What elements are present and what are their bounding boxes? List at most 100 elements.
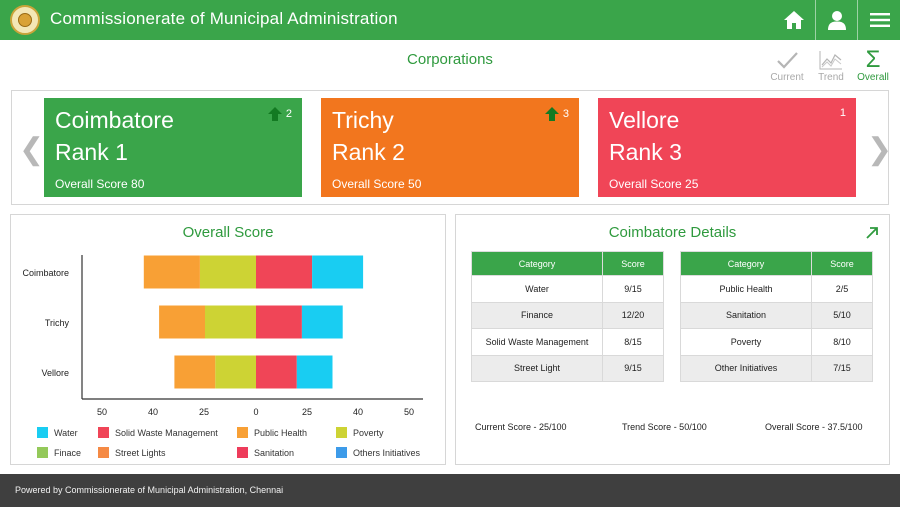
x-tick-label: 25 (302, 407, 312, 417)
overall-score-title: Overall Score (182, 224, 274, 241)
legend-label: Water (54, 427, 78, 438)
details-table-right: Category Score Public Health 2/5 Sanitati… (680, 251, 873, 382)
table-cell: Street Light (471, 354, 603, 382)
carousel-next-arrow-icon[interactable]: ❯ (867, 133, 893, 166)
legend-swatch (98, 427, 109, 438)
y-tick-label: Trichy (45, 318, 70, 328)
legend-item: Solid Waste Management (98, 427, 218, 438)
expand-arrow-icon[interactable] (865, 226, 879, 240)
x-tick-label: 0 (253, 407, 258, 417)
legend-swatch (98, 447, 109, 458)
legend-label: Finace (54, 447, 82, 458)
overall-score-text: Overall Score - 37.5/100 (765, 422, 863, 432)
legend-swatch (37, 427, 48, 438)
x-tick-label: 25 (199, 407, 209, 417)
bar-segment-water (312, 255, 364, 289)
bar-segment-poverty (199, 255, 256, 289)
hamburger-menu-icon (869, 13, 890, 27)
legend-swatch (237, 427, 248, 438)
bar-segment-water (296, 355, 333, 389)
table-cell: 8/10 (811, 328, 873, 356)
table-cell: Poverty (680, 328, 812, 356)
legend-item: Public Health (237, 427, 307, 438)
table-cell: 8/15 (602, 328, 664, 356)
bar-segment-solid-waste-management (256, 255, 313, 289)
table-row: Water 9/15 (471, 275, 664, 303)
legend-swatch (336, 447, 347, 458)
legend-item: Water (37, 427, 78, 438)
view-overall-button[interactable]: Σ Overall (853, 48, 893, 86)
bar-segment-public-health (159, 305, 205, 339)
bar-segment-poverty (205, 305, 256, 339)
rank-card-trend-value: 2 (285, 108, 292, 120)
bar-segment-public-health (174, 355, 216, 389)
bar-segment-poverty (215, 355, 256, 389)
legend-swatch (237, 447, 248, 458)
rank-card-trend-value: 1 (839, 107, 846, 119)
table-cell: Public Health (680, 275, 812, 303)
checkmark-icon (777, 52, 798, 69)
view-trend-button[interactable]: Trend (811, 48, 851, 86)
table-row: Finance 12/20 (471, 301, 664, 329)
carousel-prev-arrow-icon[interactable]: ❮ (19, 133, 45, 166)
legend-item: Poverty (336, 427, 384, 438)
table-row: Sanitation 5/10 (680, 301, 873, 329)
home-button[interactable] (772, 0, 815, 40)
legend-label: Others Initiatives (353, 447, 421, 458)
rank-card-trend-value: 3 (562, 108, 569, 120)
rank-card[interactable]: Coimbatore Rank 1 Overall Score 80 2 (44, 98, 302, 197)
y-tick-label: Vellore (41, 368, 69, 378)
table-cell: 7/15 (811, 354, 873, 382)
column-header: Category (471, 251, 603, 276)
legend-label: Public Health (254, 427, 308, 438)
bar-segment-public-health (143, 255, 200, 289)
table-row: Poverty 8/10 (680, 328, 873, 356)
rank-card-rank: Rank 2 (332, 139, 405, 165)
table-row: Other Initiatives 7/15 (680, 354, 873, 382)
x-tick-label: 50 (97, 407, 107, 417)
view-current-label: Current (770, 72, 804, 83)
trend-chart-icon (819, 51, 842, 70)
rank-card[interactable]: Vellore Rank 3 Overall Score 25 1 (598, 98, 856, 197)
footer: Powered by Commissionerate of Municipal … (0, 474, 900, 507)
legend-swatch (336, 427, 347, 438)
y-tick-label: Coimbatore (22, 268, 69, 278)
legend-label: Poverty (353, 427, 384, 438)
sigma-icon: Σ (865, 46, 881, 73)
rank-card-trend: 3 (544, 107, 569, 121)
table-cell: 9/15 (602, 275, 664, 303)
bar-segment-solid-waste-management (256, 355, 297, 389)
column-header: Score (602, 251, 664, 276)
table-cell: Sanitation (680, 301, 812, 329)
menu-button[interactable] (858, 0, 900, 40)
view-overall-label: Overall (857, 72, 889, 83)
rank-card-score: Overall Score 25 (609, 177, 699, 191)
legend-item: Finace (37, 447, 81, 458)
rank-card-rank: Rank 1 (55, 139, 128, 165)
table-cell: 5/10 (811, 301, 873, 329)
view-current-button[interactable]: Current (767, 48, 807, 86)
table-cell: Solid Waste Management (471, 328, 603, 356)
table-row: Solid Waste Management 8/15 (471, 328, 664, 356)
rank-card-city: Vellore (609, 107, 680, 133)
table-cell: 12/20 (602, 301, 664, 329)
trend-score-text: Trend Score - 50/100 (622, 422, 707, 432)
rank-card-city: Trichy (332, 107, 394, 133)
user-button[interactable] (815, 0, 858, 40)
current-score-text: Current Score - 25/100 (475, 422, 567, 432)
column-header: Category (680, 251, 812, 276)
user-icon (827, 11, 846, 30)
details-table-left: Category Score Water 9/15 Finance 12/20 So… (471, 251, 664, 382)
overall-score-panel: Coimbatore Trichy Vellore 50 40 25 0 25 40 50 Ove… (10, 214, 446, 465)
x-tick-label: 50 (404, 407, 414, 417)
up-arrow-icon (544, 107, 559, 121)
legend-item: Sanitation (237, 447, 294, 458)
x-tick-label: 40 (353, 407, 363, 417)
footer-text: Powered by Commissionerate of Municipal … (15, 485, 284, 495)
table-cell: Water (471, 275, 603, 303)
rank-card-score: Overall Score 80 (55, 177, 145, 191)
table-cell: 9/15 (602, 354, 664, 382)
rank-card-rank: Rank 3 (609, 139, 682, 165)
legend-label: Sanitation (254, 447, 295, 458)
rank-card[interactable]: Trichy Rank 2 Overall Score 50 3 (321, 98, 579, 197)
